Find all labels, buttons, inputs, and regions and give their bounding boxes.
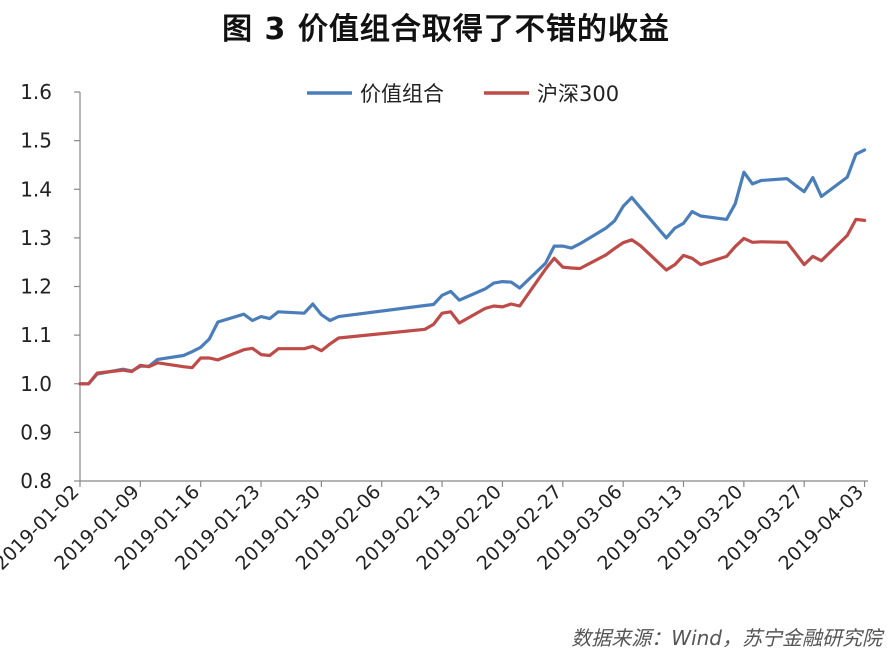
y-tick-label: 0.8	[20, 469, 52, 493]
source-note: 数据来源：Wind，苏宁金融研究院	[571, 626, 882, 650]
series-line-csi300	[78, 217, 867, 386]
legend-label: 价值组合	[360, 82, 444, 106]
y-tick-label: 1.2	[20, 275, 52, 299]
y-tick-label: 1.0	[20, 372, 52, 396]
y-tick-label: 1.3	[20, 226, 52, 250]
y-tick-labels: 1.6 1.5 1.4 1.3 1.2 1.1 1.0 0.9 0.8	[20, 80, 52, 493]
x-tick-labels: 2019-01-022019-01-092019-01-162019-01-23…	[0, 481, 868, 575]
legend: 价值组合 沪深300	[307, 82, 619, 106]
y-tick-label: 1.1	[20, 323, 52, 347]
y-tick-label: 1.6	[20, 80, 52, 104]
chart-title: 图 3 价值组合取得了不错的收益	[222, 12, 670, 47]
series-line-value-portfolio	[78, 148, 867, 386]
y-tick-label: 1.5	[20, 129, 52, 153]
y-tick-label: 0.9	[20, 420, 52, 444]
legend-label: 沪深300	[537, 82, 619, 106]
y-tick-label: 1.4	[20, 177, 52, 201]
axes	[74, 91, 868, 487]
series-lines	[78, 148, 867, 386]
